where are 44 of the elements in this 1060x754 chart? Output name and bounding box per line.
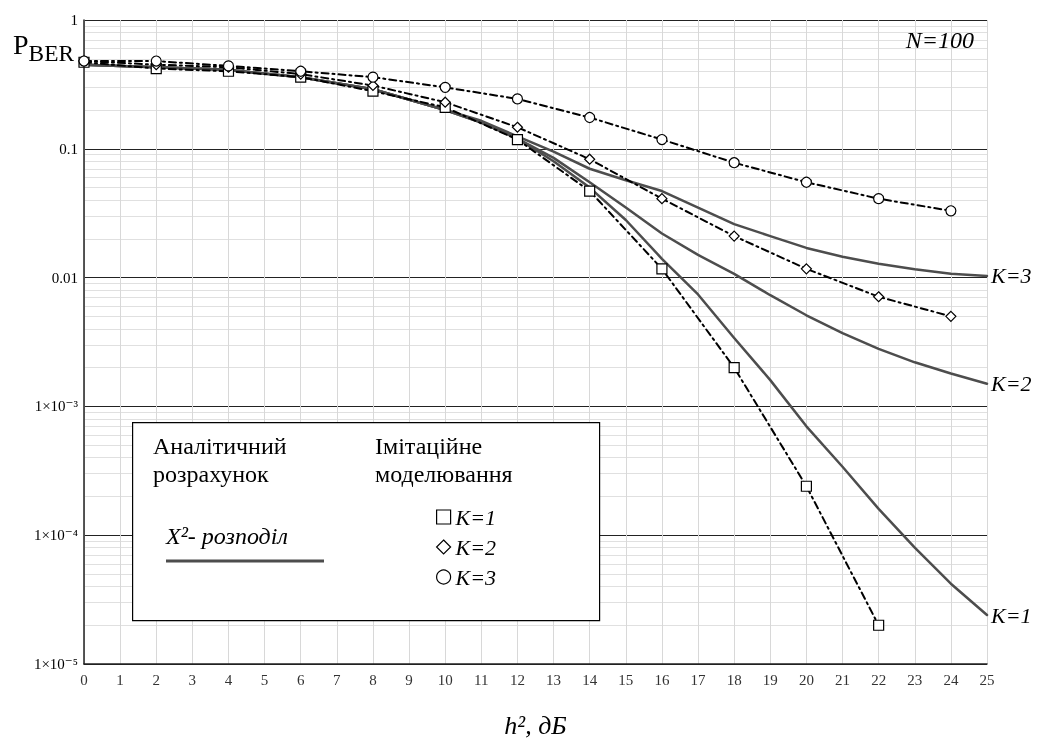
legend-label: K=2: [454, 534, 497, 560]
x-tick-label: 3: [188, 671, 197, 688]
x-tick-label: 14: [582, 671, 598, 688]
x-tick-label: 20: [798, 671, 814, 688]
x-tick-label: 22: [871, 671, 887, 688]
x-tick-label: 10: [437, 671, 453, 688]
legend-label: K=3: [454, 564, 497, 590]
y-tick-label: 0.01: [51, 269, 78, 286]
y-tick-label: 0.1: [59, 140, 78, 157]
x-tick-label: 18: [726, 671, 742, 688]
x-tick-label: 17: [690, 671, 707, 688]
x-tick-label: 4: [224, 671, 233, 688]
annotation: N=100: [904, 27, 974, 53]
x-tick-label: 8: [369, 671, 377, 688]
x-tick-label: 19: [762, 671, 778, 688]
y-tick-label: 1×10⁻³: [34, 398, 79, 415]
x-tick-label: 6: [296, 671, 305, 688]
x-tick-label: 24: [943, 671, 959, 688]
x-tick-label: 11: [474, 671, 489, 688]
series-label: K=2: [990, 371, 1032, 397]
x-tick-label: 5: [260, 671, 269, 688]
annotation: Аналітичний розрахунок: [153, 433, 287, 487]
x-axis-title: h², дБ: [504, 710, 567, 740]
series-label: K=1: [990, 602, 1032, 628]
x-tick-label: 1: [116, 671, 124, 688]
x-tick-label: 25: [979, 671, 995, 688]
x-tick-label: 12: [509, 671, 525, 688]
legend-label: K=1: [454, 504, 497, 530]
x-tick-label: 0: [80, 671, 88, 688]
y-tick-label: 1: [70, 12, 78, 28]
x-tick-label: 9: [405, 671, 413, 688]
annotation: Імітаційне моделювання: [375, 433, 513, 487]
x-tick-label: 21: [835, 671, 851, 688]
series-label: K=3: [990, 263, 1032, 289]
y-axis-title: P$_{BER}$: [13, 29, 74, 68]
x-tick-label: 7: [333, 671, 342, 688]
y-tick-label: 1×10⁻⁵: [33, 656, 78, 672]
x-tick-label: 23: [907, 671, 923, 688]
x-tick-label: 13: [546, 671, 562, 688]
x-tick-label: 2: [152, 671, 160, 688]
x-tick-label: 15: [618, 671, 634, 688]
y-tick-label: 1×10⁻⁴: [33, 527, 78, 544]
x-tick-label: 16: [654, 671, 670, 688]
annotation: X²- розподіл: [165, 523, 288, 549]
